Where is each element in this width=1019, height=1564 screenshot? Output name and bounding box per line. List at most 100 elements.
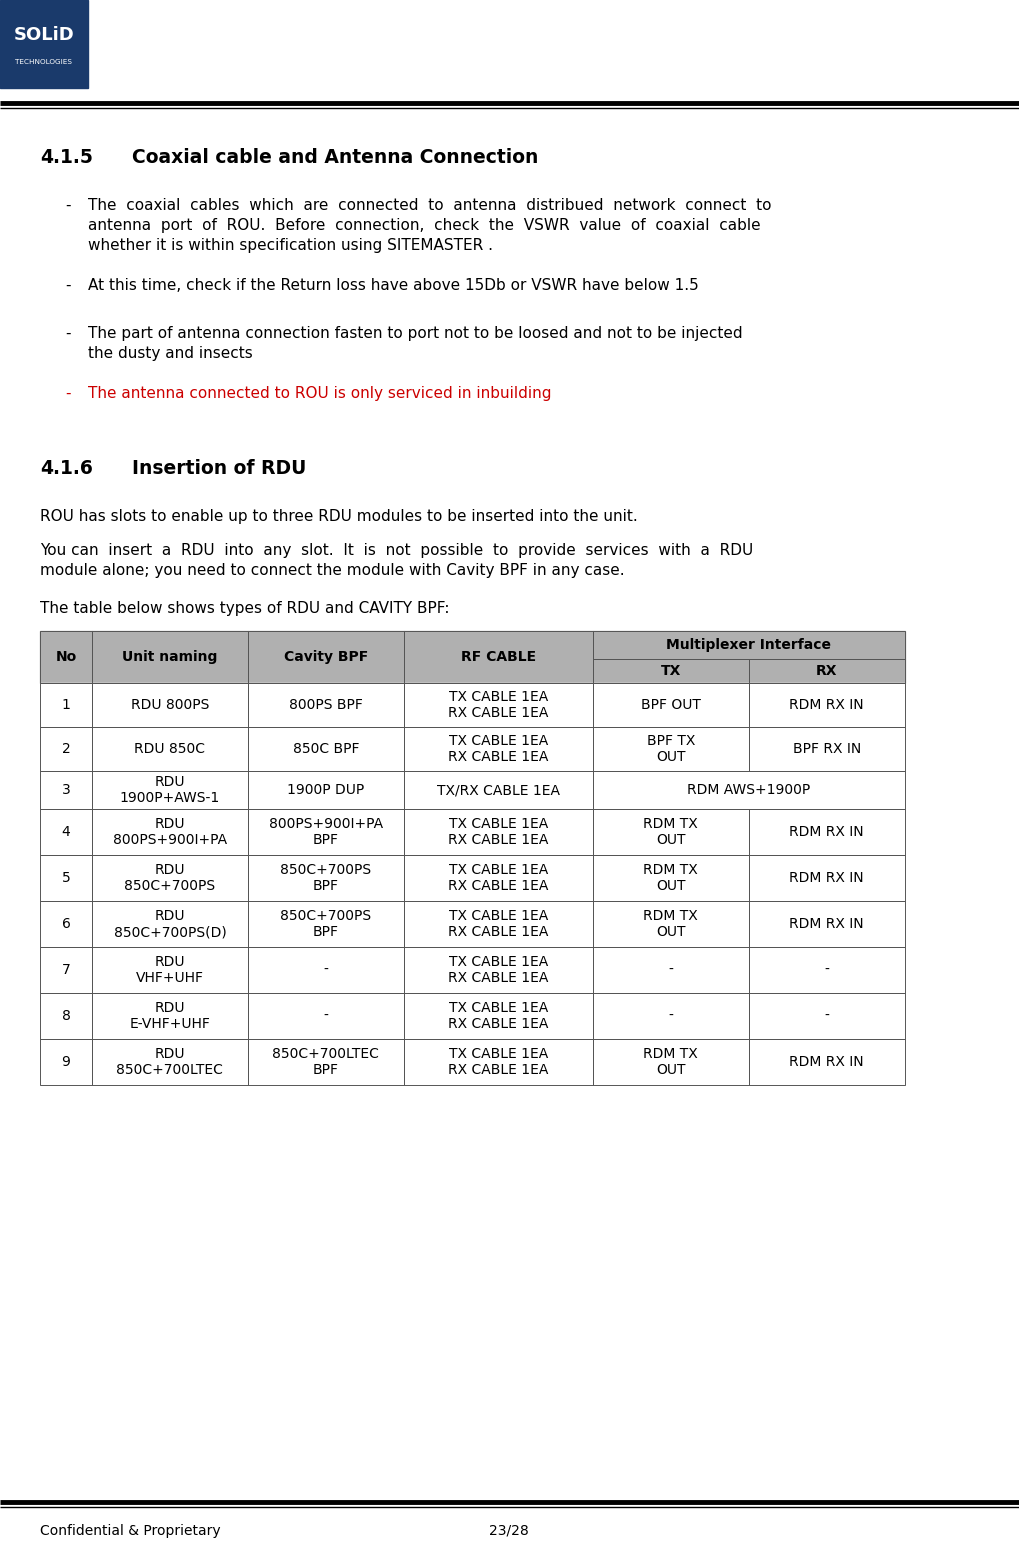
Bar xyxy=(92,727,248,771)
Text: RDU: RDU xyxy=(155,776,185,788)
Bar xyxy=(248,901,404,946)
Text: RDM RX IN: RDM RX IN xyxy=(790,1056,864,1070)
Bar xyxy=(593,683,749,727)
Bar xyxy=(92,1038,248,1085)
Bar xyxy=(593,901,749,946)
Text: TX CABLE 1EA: TX CABLE 1EA xyxy=(448,1046,548,1060)
Bar xyxy=(404,1038,593,1085)
Text: BPF RX IN: BPF RX IN xyxy=(793,741,861,755)
Bar xyxy=(248,630,404,683)
Bar xyxy=(593,683,749,727)
Bar xyxy=(749,901,905,946)
Bar xyxy=(248,630,404,683)
Text: TX: TX xyxy=(660,665,681,679)
Text: TX CABLE 1EA: TX CABLE 1EA xyxy=(448,909,548,923)
Text: BPF: BPF xyxy=(313,924,339,938)
Text: The part of antenna connection fasten to port not to be loosed and not to be inj: The part of antenna connection fasten to… xyxy=(88,325,743,341)
Bar xyxy=(92,771,248,809)
Text: 850C+700LTEC: 850C+700LTEC xyxy=(116,1064,223,1078)
Bar xyxy=(593,809,749,856)
Bar xyxy=(404,946,593,993)
Text: Multiplexer Interface: Multiplexer Interface xyxy=(666,638,832,652)
Text: RDU: RDU xyxy=(155,816,185,830)
Text: The table below shows types of RDU and CAVITY BPF:: The table below shows types of RDU and C… xyxy=(40,601,449,616)
Bar xyxy=(749,683,905,727)
Bar xyxy=(92,630,248,683)
Text: -: - xyxy=(824,1009,829,1023)
Text: OUT: OUT xyxy=(656,879,686,893)
Bar xyxy=(92,727,248,771)
Text: SOLiD: SOLiD xyxy=(13,27,74,44)
Bar xyxy=(40,901,92,946)
Text: RDM RX IN: RDM RX IN xyxy=(790,871,864,885)
Text: ROU has slots to enable up to three RDU modules to be inserted into the unit.: ROU has slots to enable up to three RDU … xyxy=(40,508,638,524)
Bar xyxy=(404,630,593,683)
Bar xyxy=(92,809,248,856)
Text: 6: 6 xyxy=(61,917,70,931)
Bar xyxy=(92,946,248,993)
Bar xyxy=(92,993,248,1038)
Text: 800PS+900I+PA: 800PS+900I+PA xyxy=(269,816,383,830)
Bar xyxy=(749,993,905,1038)
Text: TX CABLE 1EA: TX CABLE 1EA xyxy=(448,690,548,704)
Text: No: No xyxy=(55,651,76,665)
Bar xyxy=(40,946,92,993)
Bar xyxy=(593,993,749,1038)
Text: RDU: RDU xyxy=(155,956,185,970)
Bar xyxy=(248,771,404,809)
Text: 850C+700PS(D): 850C+700PS(D) xyxy=(113,924,226,938)
Text: whether it is within specification using SITEMASTER .: whether it is within specification using… xyxy=(88,238,493,253)
Bar xyxy=(40,727,92,771)
Bar xyxy=(92,1038,248,1085)
Bar xyxy=(749,1038,905,1085)
Text: You can  insert  a  RDU  into  any  slot.  It  is  not  possible  to  provide  s: You can insert a RDU into any slot. It i… xyxy=(40,543,753,558)
Text: TX CABLE 1EA: TX CABLE 1EA xyxy=(448,863,548,877)
Bar xyxy=(593,630,905,658)
Text: The antenna connected to ROU is only serviced in inbuilding: The antenna connected to ROU is only ser… xyxy=(88,386,551,400)
Text: 800PS+900I+PA: 800PS+900I+PA xyxy=(113,834,227,848)
Bar xyxy=(92,683,248,727)
Bar xyxy=(40,809,92,856)
Bar xyxy=(404,856,593,901)
Text: -: - xyxy=(668,1009,674,1023)
Bar xyxy=(404,683,593,727)
Bar xyxy=(40,809,92,856)
Text: 1900P+AWS-1: 1900P+AWS-1 xyxy=(120,791,220,805)
Text: -: - xyxy=(65,278,70,292)
Bar xyxy=(749,809,905,856)
Bar xyxy=(404,727,593,771)
Text: RX CABLE 1EA: RX CABLE 1EA xyxy=(448,834,548,848)
Text: 23/28: 23/28 xyxy=(489,1523,529,1537)
Bar xyxy=(593,856,749,901)
Text: RX CABLE 1EA: RX CABLE 1EA xyxy=(448,751,548,763)
Bar xyxy=(404,993,593,1038)
Text: 4: 4 xyxy=(61,824,70,838)
Text: RDM TX: RDM TX xyxy=(643,863,698,877)
Bar xyxy=(248,993,404,1038)
Text: -: - xyxy=(65,325,70,341)
Text: E-VHF+UHF: E-VHF+UHF xyxy=(129,1017,210,1031)
Bar xyxy=(593,658,749,683)
Text: TECHNOLOGIES: TECHNOLOGIES xyxy=(15,59,72,66)
Bar xyxy=(248,809,404,856)
Bar xyxy=(248,683,404,727)
Bar xyxy=(40,946,92,993)
Bar xyxy=(404,630,593,683)
Text: RX CABLE 1EA: RX CABLE 1EA xyxy=(448,879,548,893)
Text: the dusty and insects: the dusty and insects xyxy=(88,346,253,361)
Text: TX CABLE 1EA: TX CABLE 1EA xyxy=(448,1001,548,1015)
Bar xyxy=(749,809,905,856)
Text: 1900P DUP: 1900P DUP xyxy=(287,784,365,798)
Text: RDU: RDU xyxy=(155,1046,185,1060)
Text: 850C+700LTEC: 850C+700LTEC xyxy=(272,1046,379,1060)
Text: RDM RX IN: RDM RX IN xyxy=(790,824,864,838)
Text: RDU: RDU xyxy=(155,863,185,877)
Text: -: - xyxy=(323,963,328,978)
Bar xyxy=(404,683,593,727)
Text: TX CABLE 1EA: TX CABLE 1EA xyxy=(448,956,548,970)
Bar xyxy=(404,771,593,809)
Bar xyxy=(749,901,905,946)
Bar xyxy=(248,1038,404,1085)
Text: BPF: BPF xyxy=(313,834,339,848)
Text: BPF: BPF xyxy=(313,879,339,893)
